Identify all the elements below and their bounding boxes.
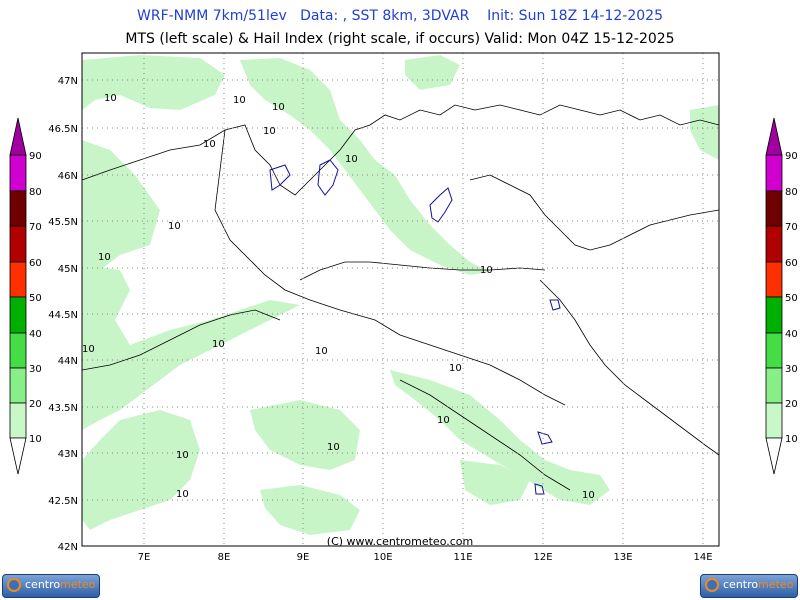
mts-fill-areas	[82, 55, 719, 535]
contour-label: 10	[104, 93, 117, 104]
scale-label: 90	[29, 151, 42, 162]
scale-label: 90	[785, 151, 798, 162]
scale-label: 40	[29, 329, 42, 340]
scale-label: 10	[785, 434, 798, 445]
lakes	[269, 159, 561, 495]
scale-label: 60	[29, 258, 42, 269]
scale-label: 20	[785, 399, 798, 410]
scale-label: 50	[29, 293, 42, 304]
lat-label: 45N	[58, 264, 78, 275]
contour-label: 10	[449, 363, 462, 374]
contour-label: 10	[315, 346, 328, 357]
latitude-labels: 47N 46.5N 46N 45.5N 45N 44.5N 44N 43.5N …	[48, 76, 78, 553]
lat-label: 43N	[58, 449, 78, 460]
scale-label: 80	[29, 187, 42, 198]
lon-label: 8E	[218, 552, 231, 563]
lon-label: 14E	[693, 552, 712, 563]
contour-label: 10	[168, 221, 181, 232]
scale-label: 10	[29, 434, 42, 445]
lon-label: 9E	[297, 552, 310, 563]
contour-label: 10	[98, 252, 111, 263]
logo-text-a: centro	[25, 578, 61, 591]
scale-label: 70	[29, 222, 42, 233]
contour-label: 10	[176, 489, 189, 500]
lat-label: 44.5N	[48, 310, 78, 321]
contour-label: 10	[480, 265, 493, 276]
contour-label: 10	[345, 154, 358, 165]
scale-label: 80	[785, 187, 798, 198]
contour-label: 10	[263, 126, 276, 137]
scale-label: 50	[785, 293, 798, 304]
scale-label: 30	[785, 364, 798, 375]
scale-label: 30	[29, 364, 42, 375]
contour-label: 10	[176, 450, 189, 461]
globe-icon	[705, 578, 719, 592]
longitude-labels: 7E 8E 9E 10E 11E 12E 13E 14E	[138, 552, 713, 563]
contour-label: 10	[212, 339, 225, 350]
hail-color-scale: 90 80 70 60 50 40 30 20 10	[765, 117, 798, 475]
lon-label: 13E	[613, 552, 632, 563]
scale-label: 20	[29, 399, 42, 410]
lon-label: 12E	[533, 552, 552, 563]
lat-label: 45.5N	[48, 217, 78, 228]
lon-label: 10E	[373, 552, 392, 563]
lat-label: 42N	[58, 542, 78, 553]
borders	[81, 104, 720, 491]
globe-icon	[7, 578, 21, 592]
contour-label: 10	[82, 344, 95, 355]
logo-text-b: meteo	[60, 578, 96, 591]
contour-label: 10	[582, 490, 595, 501]
lat-label: 47N	[58, 76, 78, 87]
copyright-text: (C) www.centrometeo.com	[327, 535, 473, 548]
lat-label: 46N	[58, 171, 78, 182]
logo-text-b: meteo	[758, 578, 794, 591]
lat-label: 44N	[58, 356, 78, 367]
scale-label: 70	[785, 222, 798, 233]
lon-label: 11E	[453, 552, 472, 563]
lat-label: 43.5N	[48, 403, 78, 414]
contour-label: 10	[327, 442, 340, 453]
mts-color-scale: 90 80 70 60 50 40 30 20 10	[9, 117, 42, 475]
map-subtitle: MTS (left scale) & Hail Index (right sca…	[125, 31, 675, 47]
logo-text-a: centro	[723, 578, 759, 591]
lon-label: 7E	[138, 552, 151, 563]
centrometeo-logo-left[interactable]: centrometeo	[2, 574, 100, 598]
scale-label: 40	[785, 329, 798, 340]
contour-label: 10	[437, 415, 450, 426]
centrometeo-logo-right[interactable]: centrometeo	[700, 574, 798, 598]
contour-labels: 10 10 10 10 10 10 10 10 10 10 10 10 10 1…	[82, 93, 595, 501]
contour-label: 10	[272, 102, 285, 113]
lat-label: 46.5N	[48, 124, 78, 135]
contour-label: 10	[233, 95, 246, 106]
lat-label: 42.5N	[48, 496, 78, 507]
map-title: WRF-NMM 7km/51lev Data: , SST 8km, 3DVAR…	[137, 8, 663, 24]
scale-label: 60	[785, 258, 798, 269]
contour-label: 10	[203, 139, 216, 150]
